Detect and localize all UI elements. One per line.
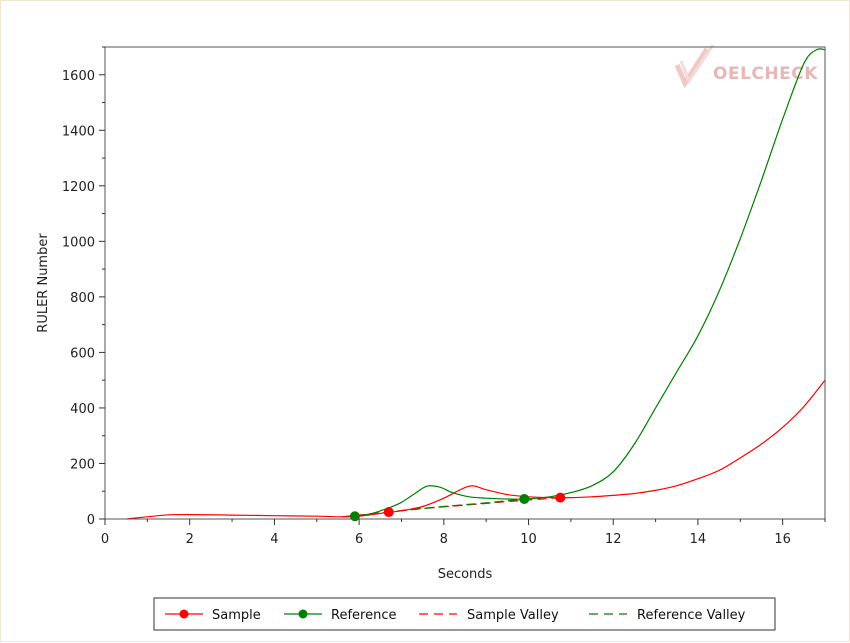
x-tick-label: 16 [774,532,791,547]
watermark-text: OELCHECK [713,64,818,84]
legend-label-sample: Sample [212,608,261,623]
y-tick-label: 1200 [62,180,95,195]
x-axis-title: Seconds [438,567,493,582]
oelcheck-watermark-logo: OELCHECK [674,44,818,89]
legend-box [153,597,776,631]
x-tick-label: 8 [440,532,448,547]
axes-layer: 0 2 4 6 8 10 12 14 16 0 200 400 600 800 1000 1200 1400 16… [62,46,826,547]
y-tick-label: 400 [70,402,95,417]
x-tick-label: 10 [520,532,537,547]
marker-sample [383,507,394,518]
series-line-sample [126,379,826,520]
y-tick-label: 0 [87,513,95,528]
series-line-reference [354,48,826,517]
legend: Sample Reference Sample Valley Reference Va… [153,597,776,631]
y-tick-label: 200 [70,457,95,472]
x-tick-label: 14 [690,532,707,547]
legend-label-reference-valley: Reference Valley [637,608,746,623]
y-tick-label: 1600 [62,69,95,84]
marker-reference [349,511,360,522]
legend-marker-sample [179,609,189,619]
plot-area-border [104,46,826,520]
legend-marker-reference [298,609,308,619]
marker-reference [519,494,530,505]
series-layer [126,48,826,522]
y-tick-label: 800 [70,291,95,306]
y-tick-label: 1400 [62,124,95,139]
y-tick-label: 600 [70,346,95,361]
x-tick-label: 0 [101,532,109,547]
marker-sample [555,492,566,503]
x-tick-label: 12 [605,532,622,547]
x-tick-label: 2 [186,532,194,547]
y-tick-label: 1000 [62,235,95,250]
legend-label-reference: Reference [331,608,396,623]
y-axis-title: RULER Number [36,233,51,333]
x-tick-label: 6 [355,532,363,547]
x-tick-label: 4 [270,532,278,547]
legend-label-sample-valley: Sample Valley [467,608,559,623]
